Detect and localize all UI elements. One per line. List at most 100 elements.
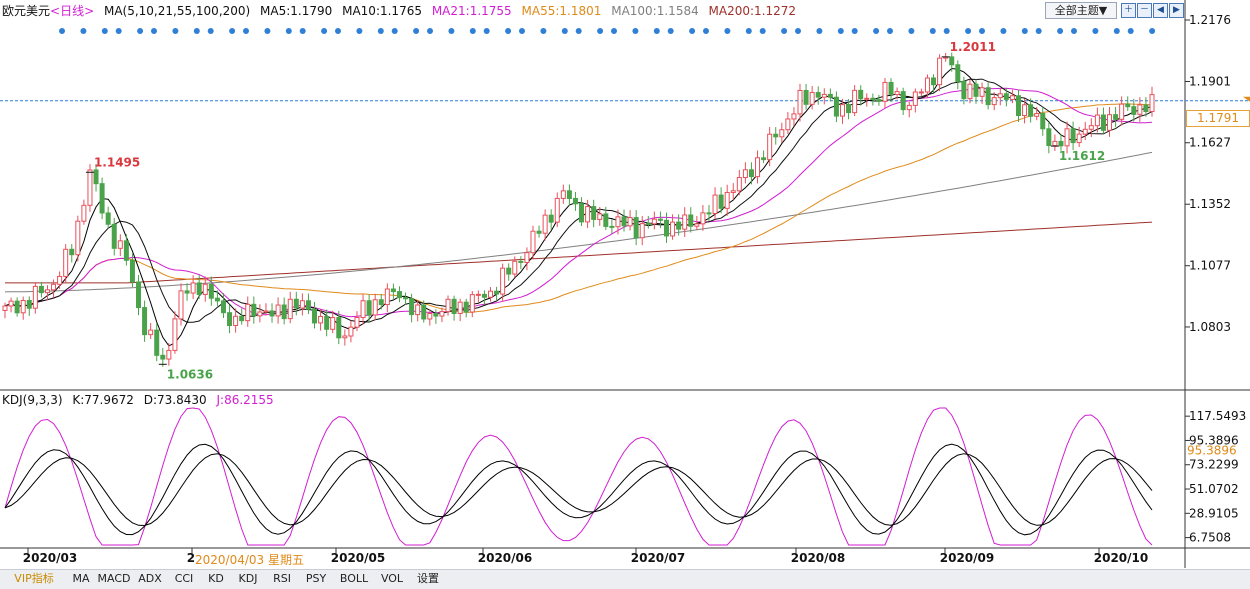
signal-dot	[816, 28, 823, 34]
signal-dot	[837, 28, 844, 34]
tab-settings[interactable]: 设置	[417, 572, 439, 585]
candle-body	[105, 212, 111, 225]
candle-body	[457, 301, 463, 314]
legend-ma100: MA100:1.1584	[611, 4, 699, 18]
signal-dot	[597, 28, 604, 34]
price-arrow-icon	[1243, 96, 1250, 102]
candle-body	[257, 311, 263, 317]
time-tick-label: 2020/05	[331, 551, 385, 565]
zoom-in-icon[interactable]: ＋	[1121, 3, 1136, 18]
kdj-tick-label: 95.3896	[1189, 433, 1239, 447]
candle-body	[554, 197, 560, 223]
signal-dot	[653, 28, 660, 34]
candle-body	[123, 240, 129, 261]
candle-body	[645, 223, 651, 226]
zoom-out-icon[interactable]: －	[1137, 3, 1152, 18]
candle-body	[99, 183, 105, 214]
candle-body	[166, 349, 172, 360]
legend-ma55: MA55:1.1801	[521, 4, 602, 18]
legend-period[interactable]: <日线>	[50, 4, 95, 18]
theme-selector[interactable]: 全部主题▼	[1045, 2, 1117, 19]
ma5-line	[4, 67, 1153, 347]
time-tick-label: 2020/06	[478, 551, 532, 565]
candle-body	[858, 89, 864, 100]
candle-body	[111, 223, 117, 249]
candle-body	[239, 315, 245, 322]
signal-dot	[1092, 28, 1099, 34]
signal-dot	[1127, 28, 1134, 34]
signal-dot	[724, 28, 731, 34]
candle-body	[51, 283, 57, 291]
candle-body	[742, 169, 748, 179]
signal-dot	[1113, 28, 1120, 34]
signal-dot	[519, 28, 525, 34]
candle-body	[475, 293, 481, 296]
candle-body	[864, 97, 870, 100]
tab-boll[interactable]: BOLL	[339, 572, 369, 585]
legend-ma21: MA21:1.1755	[431, 4, 512, 18]
candle-body	[1131, 106, 1137, 115]
signal-dot	[1035, 28, 1042, 34]
low-label: 1.0636	[167, 367, 213, 381]
candle-body	[1076, 133, 1082, 144]
tab-rsi[interactable]: RSI	[273, 572, 291, 585]
candle-body	[748, 169, 754, 178]
candle-body	[372, 299, 378, 316]
candle-body	[542, 214, 548, 234]
price-tick-label: 1.0803	[1189, 320, 1231, 334]
candle-body	[439, 311, 445, 317]
candle-body	[403, 297, 409, 300]
candle-body	[997, 93, 1003, 99]
tab-ma[interactable]: MA	[72, 572, 90, 585]
candle-body	[1052, 140, 1058, 147]
candle-body	[566, 190, 572, 199]
tab-kdj[interactable]: KDJ	[238, 572, 258, 585]
signal-dot	[703, 28, 709, 34]
tab-kd[interactable]: KD	[208, 572, 224, 585]
kdj-tick-label: 28.9105	[1189, 506, 1239, 520]
signal-dot	[667, 28, 674, 34]
time-tick-label: 2020/10	[1094, 551, 1148, 565]
legend-ma5: MA5:1.1790	[260, 4, 333, 18]
price-tick-label: 1.1627	[1189, 136, 1231, 150]
candle-body	[14, 300, 20, 314]
candle-body	[639, 223, 645, 239]
candle-body	[603, 213, 609, 227]
price-tick-label: 1.1077	[1189, 259, 1231, 273]
candle-body	[1064, 128, 1070, 147]
candle-body	[1137, 104, 1143, 115]
candle-body	[961, 80, 967, 100]
candle-body	[87, 169, 93, 206]
tab-cci[interactable]: CCI	[174, 572, 194, 585]
signal-dot	[207, 28, 214, 34]
tab-macd[interactable]: MACD	[97, 572, 131, 585]
candle-body	[233, 315, 239, 327]
kdj-tick-label: 73.2299	[1189, 458, 1239, 472]
kdj-current-label: 95.3896	[1187, 443, 1237, 457]
cursor-date: 2020/04/03 星期五	[195, 551, 304, 568]
signal-dot	[561, 28, 568, 34]
candle-body	[1040, 113, 1046, 130]
candle-body	[196, 282, 202, 295]
move-left-icon[interactable]: ◀	[1153, 3, 1168, 18]
candle-body	[190, 282, 196, 294]
candle-body	[1015, 95, 1021, 117]
tab-vol[interactable]: VOL	[380, 572, 404, 585]
candle-body	[220, 300, 226, 314]
move-right-icon[interactable]: ▶	[1169, 3, 1184, 18]
tab-psy[interactable]: PSY	[305, 572, 327, 585]
time-tick-label: 2020/08	[791, 551, 845, 565]
signal-dot	[413, 28, 420, 34]
candle-body	[184, 290, 190, 294]
candle-body	[512, 260, 518, 275]
candle-body	[409, 298, 415, 316]
candle-body	[718, 194, 724, 209]
candle-body	[670, 221, 676, 237]
tab-adx[interactable]: ADX	[138, 572, 162, 585]
candle-body	[1082, 128, 1088, 135]
tab-vip[interactable]: VIP指标	[14, 572, 54, 585]
signal-dot	[1057, 28, 1064, 34]
candle-body	[506, 267, 512, 275]
signal-dot	[979, 28, 985, 34]
